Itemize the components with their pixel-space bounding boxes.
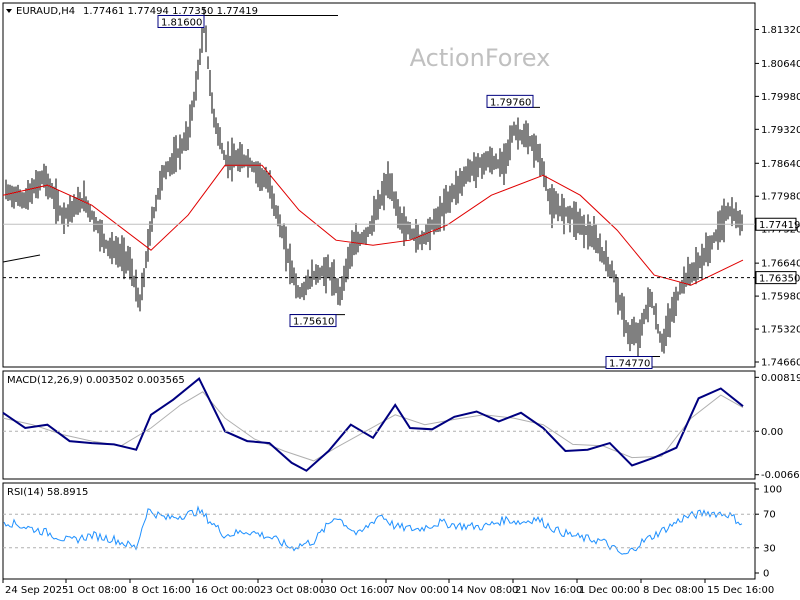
- macd-title: MACD(12,26,9) 0.003502 0.003565: [7, 375, 185, 386]
- current-price-label: 1.77419: [759, 220, 800, 231]
- time-axis: 24 Sep 2025 1 Oct 08:00 8 Oct 16:00 16 Oct …: [2, 579, 774, 596]
- price-tick-label: 1.78640: [761, 159, 800, 170]
- annotation-label: 1.75610: [293, 317, 334, 328]
- time-tick-label: 1 Dec 00:00: [579, 585, 640, 596]
- macd-tick-label: 0.00: [761, 427, 783, 438]
- price-tick-label: 1.76640: [761, 259, 800, 270]
- price-series: [5, 7, 743, 358]
- rsi-tick-label: 70: [763, 510, 776, 521]
- annotation-label: 1.79760: [490, 97, 531, 108]
- rsi-panel-frame: [2, 482, 756, 580]
- macd-axis: 0.008194 0.00 -0.006604: [3, 373, 800, 481]
- price-tick-label: 1.81320: [761, 25, 800, 36]
- time-tick-label: 24 Sep 2025: [5, 585, 68, 596]
- price-tick-label: 1.75320: [761, 325, 800, 336]
- time-tick-label: 30 Oct 16:00: [324, 585, 389, 596]
- time-tick-label: 7 Nov 00:00: [388, 585, 449, 596]
- time-tick-label: 8 Dec 08:00: [643, 585, 704, 596]
- annotation-label: 1.74770: [609, 359, 650, 370]
- trend-line: [2, 254, 41, 263]
- rsi-tick-label: 30: [763, 543, 776, 554]
- time-tick-label: 8 Oct 16:00: [132, 585, 191, 596]
- time-tick-label: 1 Oct 08:00: [68, 585, 127, 596]
- annotation-box: [157, 14, 205, 28]
- time-tick-label: 16 Oct 00:00: [195, 585, 260, 596]
- time-tick-label: 15 Dec 16:00: [707, 585, 774, 596]
- annotation-box: [289, 314, 337, 328]
- annotation-label: 1.81600: [161, 17, 202, 28]
- main-panel-frame: [2, 2, 756, 368]
- macd-tick-label: 0.008194: [761, 373, 800, 384]
- rsi-tick-label: 100: [763, 485, 782, 496]
- price-tick-label: 1.80640: [761, 59, 800, 70]
- ma-line: [2, 164, 744, 286]
- time-tick-label: 21 Nov 16:00: [515, 585, 582, 596]
- watermark: ActionForex: [410, 44, 551, 72]
- ohlc-values: 1.77461 1.77494 1.77350 1.77419: [83, 6, 258, 17]
- symbol-label: EURAUD,H4: [16, 6, 75, 17]
- price-axis: 1.81320 1.80640 1.79980 1.79320 1.78640 1.779…: [2, 25, 800, 369]
- price-annotations: 1.81600 1.79760 1.75610 1.74770: [157, 14, 660, 370]
- rsi-title: RSI(14) 58.8915: [7, 487, 88, 498]
- macd-line: [2, 377, 744, 472]
- rsi-indicator: [3, 505, 743, 555]
- price-tick-label: 1.79980: [761, 92, 800, 103]
- rsi-axis: 100 70 30 0: [3, 485, 782, 580]
- symbol-header: EURAUD,H4 1.77461 1.77494 1.77350 1.7741…: [6, 6, 258, 17]
- current-price-box: [755, 217, 797, 231]
- annotation-box: [486, 94, 534, 108]
- macd-panel-frame: [2, 370, 756, 480]
- marked-level-box: [755, 271, 797, 285]
- macd-tick-label: -0.006604: [761, 470, 800, 481]
- time-tick-label: 14 Nov 08:00: [451, 585, 518, 596]
- price-tick-label: 1.75980: [761, 292, 800, 303]
- price-tick-label: 1.74660: [761, 358, 800, 369]
- time-tick-label: 23 Oct 08:00: [260, 585, 325, 596]
- moving-average: [2, 164, 744, 286]
- rsi-line: [3, 505, 743, 555]
- rsi-tick-label: 0: [763, 569, 769, 580]
- marked-level-label: 1.76350: [759, 274, 800, 285]
- dropdown-arrow-icon[interactable]: [6, 9, 12, 13]
- price-tick-label: 1.77980: [761, 192, 800, 203]
- annotation-box: [605, 356, 653, 370]
- price-tick-label: 1.79320: [761, 125, 800, 136]
